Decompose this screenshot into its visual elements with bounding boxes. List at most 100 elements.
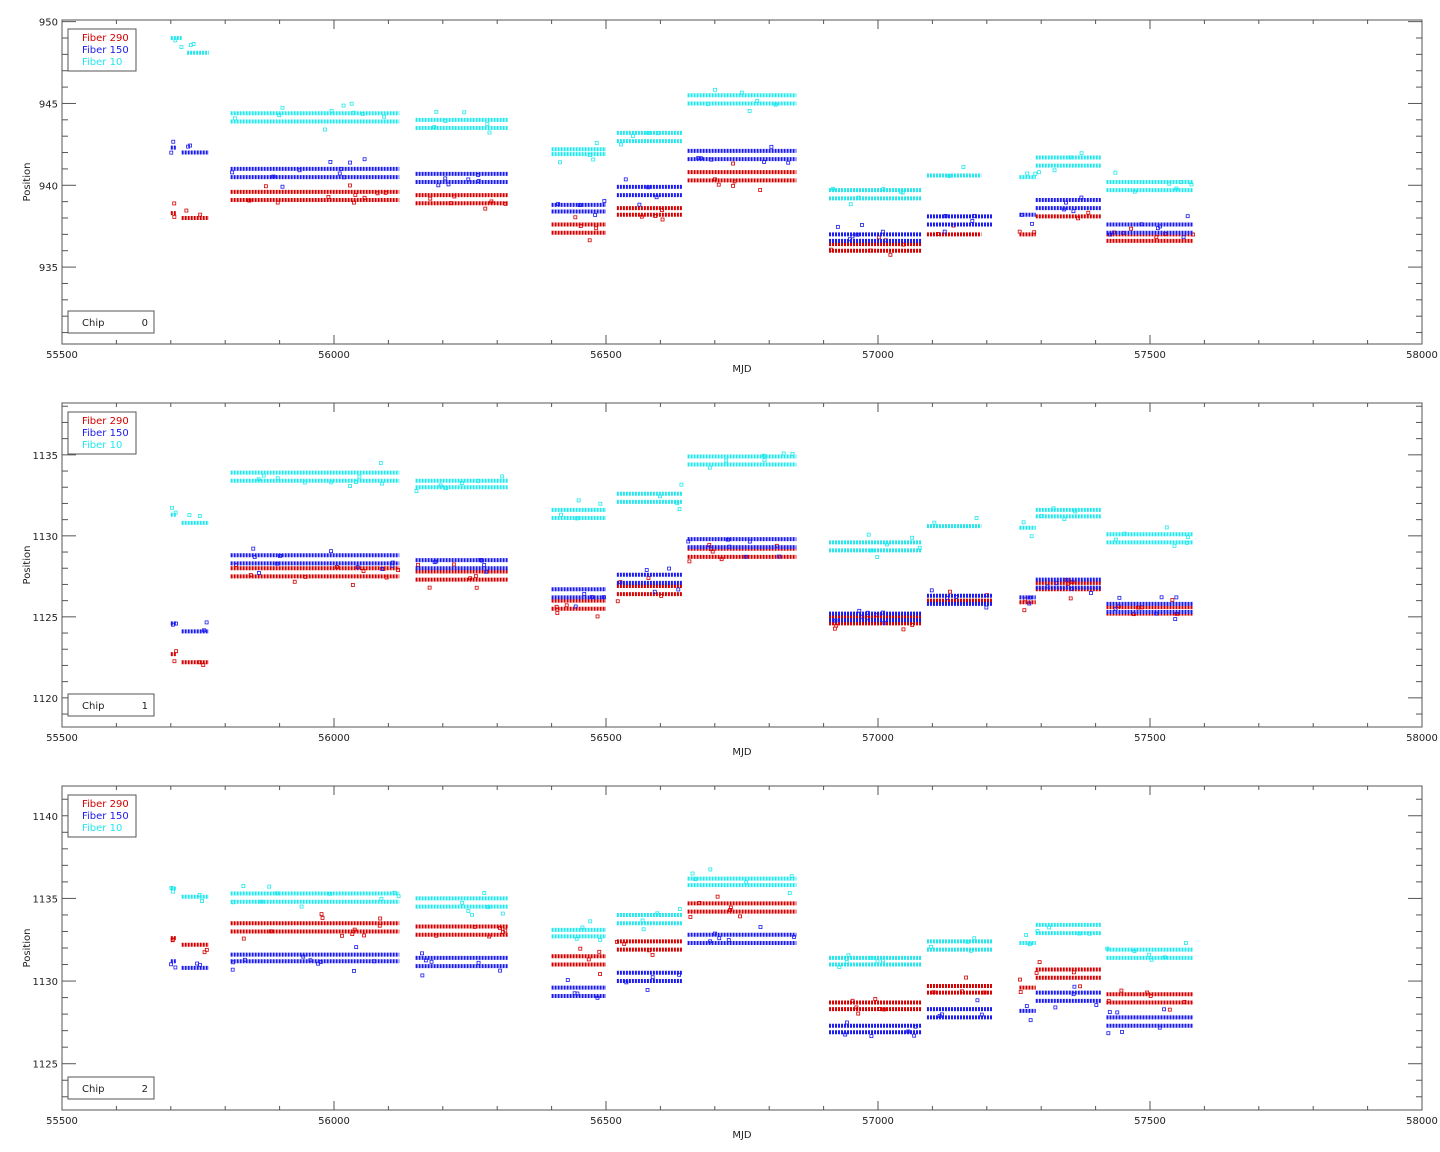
data-point — [929, 588, 934, 593]
data-point — [362, 157, 367, 162]
data-point — [1174, 595, 1179, 600]
data-point — [202, 628, 206, 633]
data-point — [773, 102, 778, 107]
data-point — [960, 989, 964, 994]
data-point — [559, 512, 563, 517]
data-point — [257, 571, 261, 575]
y-tick-label: 935 — [39, 263, 58, 274]
data-point — [676, 587, 681, 592]
data-point — [1184, 941, 1188, 945]
plot-frame — [61, 19, 1423, 345]
data-point — [357, 474, 362, 479]
data-point — [755, 99, 760, 103]
data-point — [484, 569, 488, 574]
y-tick-label: 1120 — [33, 694, 58, 705]
data-point — [390, 563, 395, 568]
data-point — [170, 937, 175, 942]
data-point — [1139, 222, 1144, 227]
data-point — [329, 549, 333, 554]
data-point — [881, 187, 886, 192]
data-point — [500, 911, 505, 916]
chip-label: Chip — [82, 1084, 104, 1095]
data-point — [602, 199, 607, 203]
data-point — [339, 167, 344, 171]
x-tick-label: 57000 — [862, 350, 894, 361]
data-point — [299, 904, 304, 909]
data-point — [503, 928, 508, 933]
data-point — [267, 884, 272, 889]
data-point — [965, 939, 970, 944]
data-point — [900, 190, 905, 195]
data-point — [898, 189, 903, 194]
data-point — [230, 170, 235, 175]
data-point — [876, 235, 881, 240]
data-point — [341, 103, 346, 108]
chart-panel-chip-1: 55500 56000 56500 57000 57500 580001120112511… — [22, 402, 1438, 758]
data-point — [252, 555, 257, 559]
data-point — [1089, 591, 1093, 595]
y-tick-label: 1130 — [33, 532, 58, 543]
data-point — [334, 565, 339, 569]
data-point — [197, 893, 202, 897]
data-point — [1076, 216, 1081, 221]
x-tick-label: 55500 — [46, 733, 78, 744]
data-point — [198, 212, 203, 217]
chart-panel-chip-2: 55500 56000 56500 57000 57500 58000 1125 1130 11… — [22, 785, 1438, 1141]
data-point — [762, 458, 767, 463]
data-point — [1117, 595, 1122, 600]
data-point — [882, 1007, 886, 1012]
data-point — [880, 958, 885, 963]
data-point — [170, 505, 174, 510]
data-point — [1149, 957, 1154, 962]
data-point — [829, 247, 833, 252]
data-point — [1028, 1018, 1033, 1023]
data-point — [1147, 952, 1151, 957]
data-point — [573, 604, 578, 609]
data-point — [482, 563, 487, 567]
y-axis-title: Position — [22, 546, 33, 585]
data-point — [658, 494, 662, 499]
data-point — [201, 663, 206, 667]
chip-value: 2 — [142, 1084, 148, 1095]
data-point — [690, 871, 695, 876]
chip-label: Chip — [82, 318, 104, 329]
y-tick-label: 1140 — [33, 812, 58, 823]
data-point — [688, 915, 693, 919]
y-tick-label: 1135 — [33, 894, 58, 905]
data-point — [432, 560, 437, 565]
data-point — [263, 184, 268, 189]
data-point — [1079, 151, 1084, 156]
data-point — [708, 867, 713, 872]
data-point — [476, 960, 481, 965]
data-point — [693, 877, 697, 882]
data-point — [1119, 988, 1124, 993]
data-point — [875, 555, 880, 559]
data-point — [361, 569, 366, 573]
data-point — [650, 953, 655, 957]
data-point — [660, 217, 665, 222]
data-point — [301, 954, 306, 959]
data-point — [1148, 994, 1153, 998]
x-tick-label: 58000 — [1406, 733, 1438, 744]
data-point — [232, 116, 237, 121]
data-point — [1154, 235, 1159, 240]
data-point — [350, 583, 355, 587]
data-point — [686, 539, 691, 544]
chart-panel-chip-0: 55500 56000 56500 57000 57500 58000 935 940 945 9… — [22, 18, 1438, 375]
data-point — [378, 461, 383, 465]
data-point — [623, 177, 628, 182]
x-tick-label: 57500 — [1134, 733, 1166, 744]
data-point — [578, 946, 583, 951]
data-point — [787, 891, 792, 895]
data-point — [360, 112, 365, 116]
data-point — [598, 501, 603, 506]
x-tick-label: 56000 — [318, 350, 350, 361]
data-point — [448, 201, 453, 206]
data-point — [726, 938, 731, 942]
data-point — [297, 168, 302, 173]
data-point — [483, 206, 488, 211]
data-point — [329, 480, 334, 485]
x-axis-title: MJD — [732, 747, 752, 758]
data-point — [654, 195, 659, 200]
data-point — [761, 453, 766, 458]
